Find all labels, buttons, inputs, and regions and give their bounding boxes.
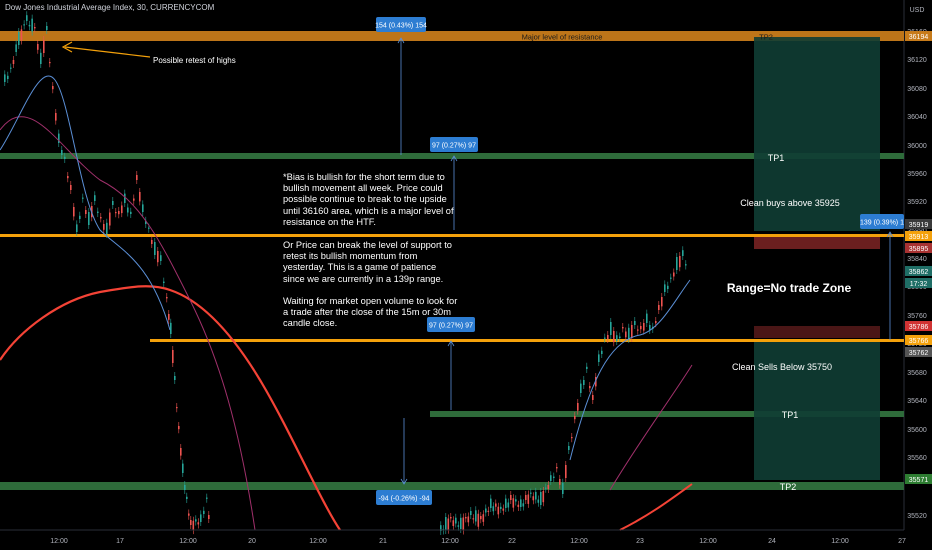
- measure-label-2[interactable]: 97 (0.27%) 97: [430, 137, 478, 152]
- candles: [4, 11, 687, 535]
- price-tick: 36000: [907, 143, 927, 150]
- time-tick: 12:00: [179, 538, 197, 545]
- range-label: Range=No trade Zone: [727, 281, 852, 295]
- time-tick: 17: [116, 538, 124, 545]
- svg-text:35919: 35919: [909, 222, 929, 229]
- price-tag: 35762: [905, 347, 932, 357]
- retest-arrow: [64, 46, 151, 58]
- time-tick: 27: [898, 538, 906, 545]
- price-tag: 35786: [905, 321, 932, 331]
- tp2-bottom-band: [0, 482, 904, 490]
- price-tick: 36040: [907, 114, 927, 121]
- time-tick: 21: [379, 538, 387, 545]
- svg-text:35913: 35913: [909, 234, 929, 241]
- measure-label-5[interactable]: 139 (0.39%) 1: [860, 214, 904, 229]
- time-tick: 12:00: [441, 538, 459, 545]
- moving-average-blue-right: [569, 279, 691, 461]
- price-tag: 36194: [905, 31, 932, 41]
- time-tick: 12:00: [50, 538, 68, 545]
- moving-average-pink-right: [609, 364, 693, 491]
- measure-label-4[interactable]: -94 (-0.26%) -94: [376, 490, 432, 505]
- retest-label: Possible retest of highs: [153, 56, 236, 65]
- measure-label-1[interactable]: 154 (0.43%) 154: [375, 17, 427, 32]
- svg-text:-94 (-0.26%) -94: -94 (-0.26%) -94: [379, 496, 430, 503]
- price-tag: 35862: [905, 266, 932, 276]
- tp1-top-band: [0, 153, 904, 159]
- profit-zone-upper: [754, 37, 880, 231]
- clean-sells-label: Clean Sells Below 35750: [732, 362, 832, 372]
- tp2-top-label: TP2: [759, 33, 773, 42]
- price-tick: 35760: [907, 313, 927, 320]
- svg-text:139 (0.39%) 1: 139 (0.39%) 1: [860, 220, 904, 227]
- price-tick: 35680: [907, 370, 927, 377]
- price-tag: 35913: [905, 231, 932, 241]
- profit-zone-lower: [754, 342, 880, 480]
- moving-average-red-right: [619, 483, 693, 531]
- price-tick: 35560: [907, 455, 927, 462]
- support-line: [150, 339, 904, 342]
- chart-title: Dow Jones Industrial Average Index, 30, …: [5, 3, 215, 12]
- svg-text:154 (0.43%) 154: 154 (0.43%) 154: [375, 23, 427, 30]
- price-tick: 35520: [907, 513, 927, 520]
- time-tick: 22: [508, 538, 516, 545]
- clean-buys-label: Clean buys above 35925: [740, 198, 840, 208]
- price-tick: 36080: [907, 86, 927, 93]
- tp1-bottom-label: TP1: [782, 410, 799, 420]
- measure-label-3[interactable]: 97 (0.27%) 97: [427, 317, 475, 332]
- svg-text:35571: 35571: [909, 477, 929, 484]
- svg-text:35895: 35895: [909, 246, 929, 253]
- price-tag: 35895: [905, 243, 932, 253]
- svg-text:36194: 36194: [909, 34, 929, 41]
- moving-average-blue: [0, 75, 171, 331]
- price-tick: 35640: [907, 398, 927, 405]
- currency-label: USD: [910, 7, 925, 14]
- price-tick: 35960: [907, 171, 927, 178]
- moving-average-red: [0, 285, 341, 531]
- price-tick: 36120: [907, 57, 927, 64]
- tp2-bottom-label: TP2: [780, 482, 797, 492]
- time-tick: 12:00: [570, 538, 588, 545]
- tp1-bottom-band: [430, 411, 904, 417]
- price-tag: 35919: [905, 219, 932, 229]
- time-axis[interactable]: 12:00 17 12:00 20 12:00 21 12:00 22 12:00 23 12:00…: [0, 529, 906, 545]
- major-resistance-band: [0, 31, 904, 41]
- svg-text:35786: 35786: [909, 324, 929, 331]
- svg-text:35766: 35766: [909, 338, 929, 345]
- price-tick: 35920: [907, 199, 927, 206]
- price-tag: 35571: [905, 474, 932, 484]
- analysis-note-3: Waiting for market open volume to look f…: [283, 296, 458, 329]
- price-tick: 35840: [907, 256, 927, 263]
- svg-text:35862: 35862: [909, 269, 929, 276]
- price-tag: 35766: [905, 335, 932, 345]
- svg-text:17:32: 17:32: [910, 281, 928, 288]
- price-tick: 35600: [907, 427, 927, 434]
- tp1-top-label: TP1: [768, 153, 785, 163]
- price-tag: 17:32: [905, 278, 932, 288]
- time-tick: 12:00: [699, 538, 717, 545]
- moving-average-pink: [0, 116, 256, 531]
- resistance-line: [0, 234, 904, 237]
- svg-text:97 (0.27%) 97: 97 (0.27%) 97: [432, 143, 476, 150]
- time-tick: 12:00: [309, 538, 327, 545]
- major-resistance-label: Major level of resistance: [522, 33, 603, 42]
- stop-zone-upper: [754, 237, 880, 249]
- svg-text:97 (0.27%) 97: 97 (0.27%) 97: [429, 323, 473, 330]
- svg-text:35762: 35762: [909, 350, 929, 357]
- price-tags: 36194 35919 35913 35895 35862 17:32 35786 35766…: [905, 31, 932, 484]
- time-tick: 24: [768, 538, 776, 545]
- time-tick: 12:00: [831, 538, 849, 545]
- analysis-note-1: *Bias is bullish for the short term due …: [283, 172, 454, 227]
- time-tick: 20: [248, 538, 256, 545]
- analysis-note-2: Or Price can break the level of support …: [283, 240, 452, 284]
- stop-zone-lower: [754, 326, 880, 338]
- time-tick: 23: [636, 538, 644, 545]
